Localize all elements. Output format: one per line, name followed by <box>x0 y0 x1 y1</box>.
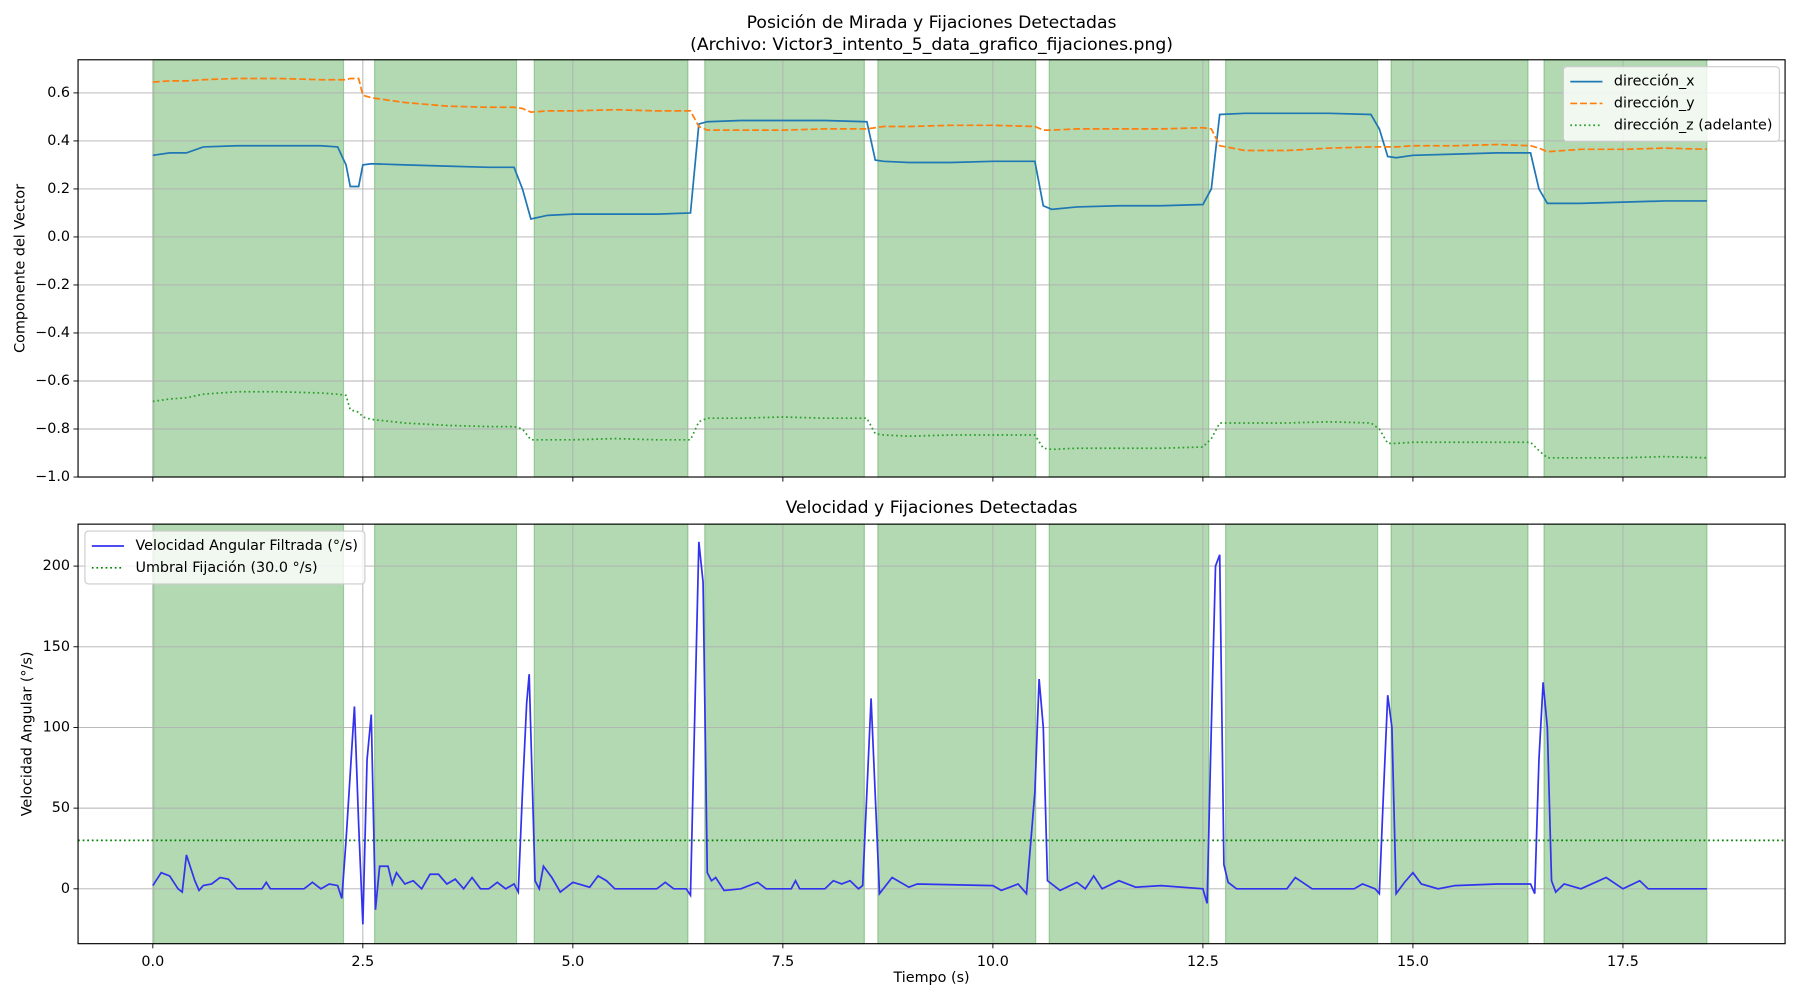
legend-label: dirección_x <box>1614 74 1695 90</box>
legend-label: Velocidad Angular Filtrada (°/s) <box>135 538 358 554</box>
fixation-span <box>1048 523 1210 945</box>
y-tick-label: −0.2 <box>35 277 70 293</box>
y-axis-label: Componente del Vector <box>13 184 29 353</box>
fixation-span <box>374 523 518 945</box>
x-tick-label: 15.0 <box>1397 954 1429 970</box>
legend-label: dirección_z (adelante) <box>1614 117 1773 133</box>
legend: dirección_x dirección_y dirección_z (adela… <box>1562 66 1780 142</box>
x-tick-label: 5.0 <box>561 954 584 970</box>
y-tick-label: 0.2 <box>47 181 70 197</box>
y-tick-label: 0.6 <box>47 85 70 101</box>
y-tick-label: 150 <box>43 639 70 655</box>
legend: Velocidad Angular Filtrada (°/s) Umbral F… <box>84 530 366 585</box>
fixation-span <box>153 59 345 478</box>
chart-title: Posición de Mirada y Fijaciones Detectad… <box>747 13 1117 33</box>
fixation-span <box>1543 523 1708 945</box>
series-line <box>152 77 1707 153</box>
legend-label: dirección_y <box>1614 95 1695 111</box>
fixation-span <box>533 523 689 945</box>
legend-box <box>1562 66 1780 142</box>
x-tick-label: 2.5 <box>351 954 374 970</box>
fixation-span <box>1048 59 1210 478</box>
x-tick-label: 10.0 <box>977 954 1009 970</box>
x-tick-label: 12.5 <box>1187 954 1219 970</box>
x-tick-label: 17.5 <box>1607 954 1639 970</box>
x-tick-label: 0.0 <box>141 954 164 970</box>
fixation-span <box>704 523 865 945</box>
x-tick-label: 7.5 <box>771 954 794 970</box>
y-tick-label: −0.4 <box>35 325 70 341</box>
y-tick-label: −1.0 <box>35 469 70 485</box>
fixation-span <box>374 59 518 478</box>
fixation-span <box>877 59 1037 478</box>
y-axis-label: Velocidad Angular (°/s) <box>20 651 36 816</box>
fixation-span <box>877 523 1037 945</box>
y-tick-label: −0.6 <box>35 373 70 389</box>
fixation-span <box>1390 59 1529 478</box>
y-tick-label: −0.8 <box>35 421 70 437</box>
legend-box <box>84 530 366 585</box>
fixation-span <box>1225 59 1379 478</box>
x-axis-label: Tiempo (s) <box>892 970 969 986</box>
series-line <box>152 541 1707 925</box>
fixation-span <box>1390 523 1529 945</box>
y-tick-label: 0.0 <box>47 229 70 245</box>
plot-frame <box>77 59 1786 478</box>
fixation-span <box>704 59 865 478</box>
legend-label: Umbral Fijación (30.0 °/s) <box>135 560 317 576</box>
y-tick-label: 100 <box>43 719 70 735</box>
y-tick-label: 0.4 <box>47 133 70 149</box>
y-tick-label: 200 <box>43 558 70 574</box>
fixation-span <box>533 59 689 478</box>
fixation-span <box>1225 523 1379 945</box>
y-tick-label: 50 <box>52 800 70 816</box>
chart-subtitle: (Archivo: Victor3_intento_5_data_grafico… <box>690 35 1173 55</box>
series-line <box>152 112 1707 220</box>
y-tick-label: 0 <box>61 881 70 897</box>
chart-title: Velocidad y Fijaciones Detectadas <box>786 498 1078 518</box>
plot-frame <box>77 523 1786 945</box>
fixation-span <box>153 523 345 945</box>
